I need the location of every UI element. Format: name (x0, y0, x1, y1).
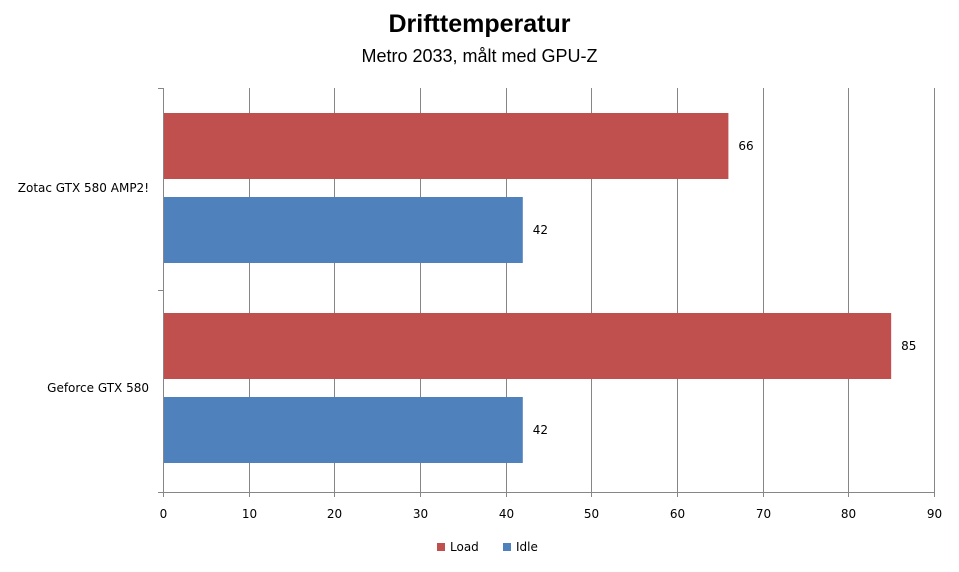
x-tick-label: 60 (670, 507, 685, 521)
legend-label-load: Load (450, 540, 479, 554)
data-label: 42 (533, 423, 548, 437)
legend-label-idle: Idle (516, 540, 538, 554)
data-label: 66 (738, 139, 753, 153)
legend: Load Idle (437, 540, 538, 554)
bar-idle (163, 197, 523, 263)
bar-load (163, 313, 892, 379)
x-tick-label: 0 (160, 507, 168, 521)
x-tick-label: 50 (584, 507, 599, 521)
x-tick-label: 90 (927, 507, 942, 521)
y-category-label: Zotac GTX 580 AMP2! (18, 181, 149, 195)
data-label: 42 (533, 223, 548, 237)
bar-load (163, 113, 729, 179)
bar-idle (163, 397, 523, 463)
x-tick-label: 40 (499, 507, 514, 521)
bars: 66 42 85 42 (163, 113, 916, 463)
chart-title: Drifttemperatur (388, 10, 571, 38)
x-tick-label: 30 (413, 507, 428, 521)
data-label: 85 (901, 339, 916, 353)
x-tick-label: 10 (242, 507, 257, 521)
chart-subtitle: Metro 2033, målt med GPU-Z (361, 46, 598, 66)
x-tick-label: 80 (841, 507, 856, 521)
legend-swatch-load (437, 543, 445, 551)
x-tick-label: 70 (756, 507, 771, 521)
axes: 0 10 20 30 40 50 60 70 80 90 Zotac GTX 580 AMP2! Ge… (18, 88, 942, 521)
y-category-label: Geforce GTX 580 (47, 381, 149, 395)
x-tick-label: 20 (327, 507, 342, 521)
legend-swatch-idle (503, 543, 511, 551)
